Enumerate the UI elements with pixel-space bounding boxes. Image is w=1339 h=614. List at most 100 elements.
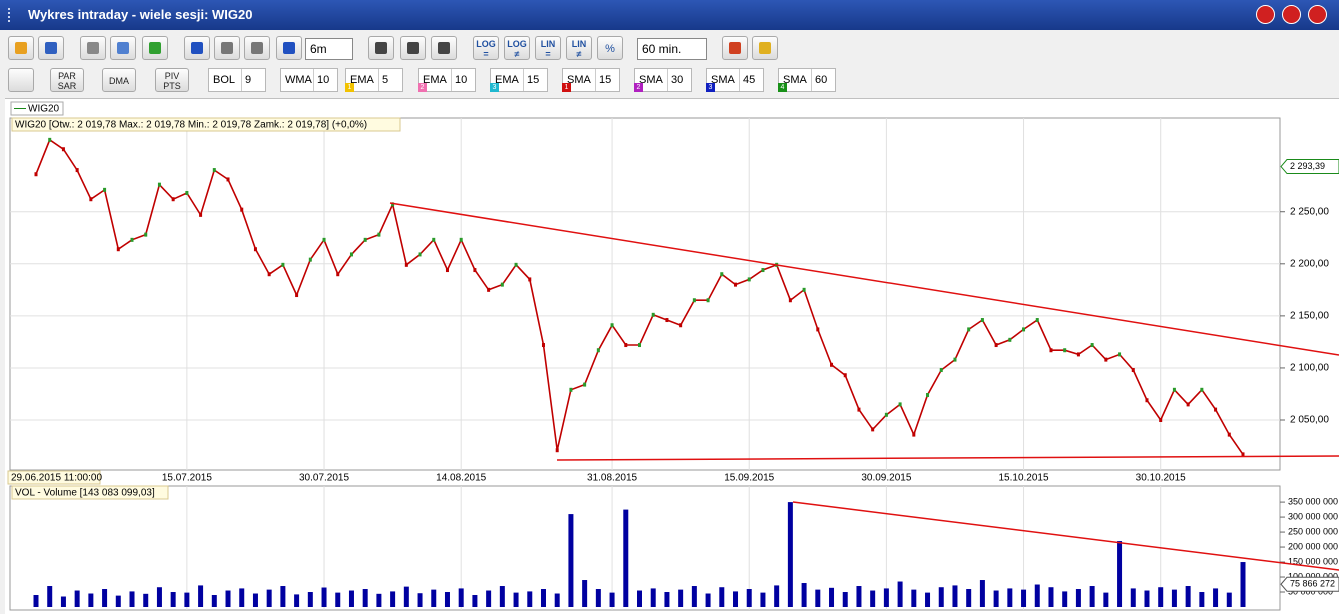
price-candle [1022, 327, 1026, 332]
x-tick-label: 14.08.2015 [436, 473, 486, 484]
price-candle [1227, 432, 1231, 437]
volume-bar [1213, 588, 1219, 607]
price-candle [857, 407, 861, 412]
volume-bar [1007, 588, 1013, 607]
y-tick-label: 2 200,00 [1290, 258, 1329, 269]
indicator-badge: 4 [778, 83, 787, 92]
settings-button[interactable] [1256, 5, 1275, 24]
indicator-param[interactable]: SMA 15 1 [562, 68, 620, 92]
resistance-trendline [389, 202, 1339, 356]
indicator-button-label: PAR [58, 71, 76, 81]
indicator-param[interactable]: SMA 45 3 [706, 68, 764, 92]
toolbar-button[interactable] [400, 36, 426, 60]
price-candle [1145, 398, 1149, 403]
volume-bar [637, 590, 642, 607]
price-candle [240, 207, 244, 212]
indicator-value: 15 [523, 69, 547, 91]
scale-button[interactable]: LIN ≠ [566, 36, 592, 60]
toolbar-button[interactable] [80, 36, 106, 60]
indicator-icon[interactable] [8, 68, 34, 92]
price-candle [926, 393, 930, 398]
price-candle [555, 448, 559, 453]
price-candle [349, 252, 353, 257]
price-candle [706, 298, 710, 303]
indicator-value: 15 [595, 69, 619, 91]
volume-bar [842, 592, 848, 607]
indicator-param[interactable]: EMA 5 1 [345, 68, 403, 92]
icon [45, 42, 57, 54]
volume-bar [911, 589, 917, 607]
volume-plot-frame [9, 485, 1281, 611]
indicator-button[interactable]: DMA [102, 68, 136, 92]
scale-button[interactable]: LIN = [535, 36, 561, 60]
indicator-button[interactable]: PIV PTS [155, 68, 189, 92]
scale-button-label: LOG [507, 39, 527, 49]
volume-bar [568, 514, 574, 607]
interval-select[interactable]: 60 min. [637, 38, 707, 60]
window-title: Wykres intraday - wiele sesji: WIG20 [28, 7, 253, 22]
volume-bar [198, 585, 204, 607]
volume-bar [705, 593, 711, 607]
indicator-badge: 1 [345, 83, 354, 92]
price-candle [939, 368, 943, 373]
price-candle [871, 427, 875, 432]
legend-label: WIG20 [28, 104, 60, 115]
icon [149, 42, 161, 54]
indicator-param[interactable]: EMA 15 3 [490, 68, 548, 92]
price-candle [1008, 337, 1012, 342]
volume-bar [1103, 592, 1109, 607]
toolbar-button[interactable] [276, 36, 302, 60]
icon [407, 42, 419, 54]
toolbar-button[interactable] [110, 36, 136, 60]
indicator-param[interactable]: BOL 9 [208, 68, 266, 92]
toolbar-button[interactable] [752, 36, 778, 60]
scale-button[interactable]: LOG ≠ [504, 36, 530, 60]
price-candle [1118, 352, 1122, 357]
price-candle [89, 197, 93, 202]
price-candle [116, 247, 120, 252]
scale-button[interactable]: LOG = [473, 36, 499, 60]
minimize-button[interactable] [1282, 5, 1301, 24]
volume-bar [787, 502, 793, 607]
percent-button[interactable]: % [597, 36, 623, 60]
toolbar-button[interactable] [142, 36, 168, 60]
volume-bar [883, 588, 889, 607]
volume-bar [486, 590, 492, 607]
toolbar-button[interactable] [8, 36, 34, 60]
price-candle [1214, 407, 1218, 412]
price-candle [212, 168, 216, 173]
indicator-button[interactable]: PAR SAR [50, 68, 84, 92]
toolbar-button[interactable] [722, 36, 748, 60]
y-tick-label: 2 050,00 [1290, 415, 1329, 426]
price-candle [404, 262, 408, 267]
indicator-param[interactable]: SMA 30 2 [634, 68, 692, 92]
toolbar-button[interactable] [214, 36, 240, 60]
toolbar-button[interactable] [184, 36, 210, 60]
volume-bar [403, 586, 409, 607]
toolbar-button[interactable] [368, 36, 394, 60]
indicator-name: EMA [423, 74, 447, 86]
x-tick-label: 15.10.2015 [999, 473, 1049, 484]
price-candle [253, 247, 257, 252]
volume-bar [829, 587, 835, 607]
indicator-param[interactable]: EMA 10 2 [418, 68, 476, 92]
indicator-button-label: PIV [164, 71, 180, 81]
volume-bar [623, 509, 629, 607]
y-tick-label: 2 250,00 [1290, 206, 1329, 217]
close-button[interactable] [1308, 5, 1327, 24]
price-candle [1104, 357, 1108, 362]
toolbar-button[interactable] [244, 36, 270, 60]
x-tick-label: 31.08.2015 [587, 473, 637, 484]
toolbar-button[interactable] [431, 36, 457, 60]
price-candle [61, 147, 65, 152]
price-candle [103, 187, 107, 192]
volume-bar [1062, 591, 1068, 607]
indicator-param[interactable]: SMA 60 4 [778, 68, 836, 92]
indicator-param[interactable]: WMA 10 [280, 68, 338, 92]
price-candle [336, 272, 340, 277]
period-select[interactable]: 6m [305, 38, 353, 60]
toolbar-button[interactable] [38, 36, 64, 60]
indicator-button-label: DMA [109, 76, 129, 86]
scale-button-label: = [545, 49, 551, 59]
volume-bar [664, 592, 670, 607]
